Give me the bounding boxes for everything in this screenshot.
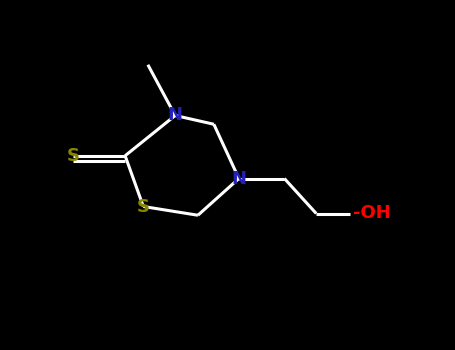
Text: N: N	[232, 169, 246, 188]
Text: S: S	[137, 197, 150, 216]
Text: S: S	[66, 147, 79, 165]
Text: N: N	[168, 106, 182, 125]
Text: -OH: -OH	[353, 204, 390, 223]
